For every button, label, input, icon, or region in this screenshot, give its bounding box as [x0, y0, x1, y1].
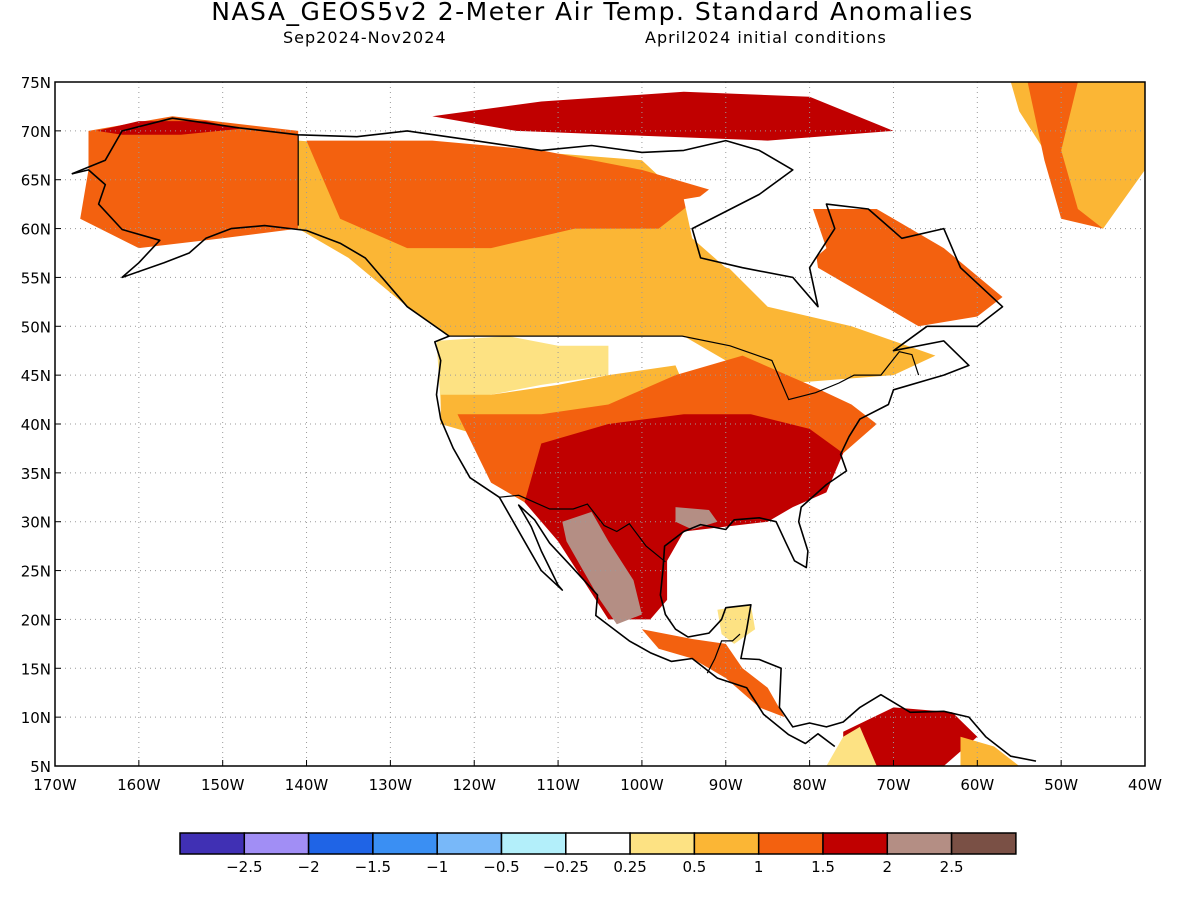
anomaly-region-8: [1027, 82, 1104, 229]
colorbar-labels: −2.5 −2 −1.5 −1 −0.5 −0.25 0.25 0.5 1 1.5 2 2.5: [226, 858, 963, 876]
anomaly-fields: [80, 82, 1145, 766]
colorbar-label: 2: [883, 858, 893, 876]
lat-label: 55N: [21, 269, 51, 287]
colorbar-swatch: [372, 832, 438, 855]
lon-label: 90W: [709, 776, 743, 794]
lat-label: 30N: [21, 514, 51, 532]
lon-label: 130W: [369, 776, 413, 794]
colorbar-label: 2.5: [940, 858, 964, 876]
lat-label: 45N: [21, 367, 51, 385]
lon-label: 60W: [960, 776, 994, 794]
lon-label: 80W: [793, 776, 827, 794]
colorbar-label: 0.25: [613, 858, 646, 876]
country-border: [706, 633, 741, 674]
anomaly-region-14: [675, 507, 718, 530]
lon-label: 40W: [1128, 776, 1162, 794]
colorbar-label: −2: [298, 858, 320, 876]
colorbar-swatch: [950, 832, 1017, 855]
lon-label: 120W: [452, 776, 496, 794]
coastlines: [71, 117, 1037, 762]
lat-label: 5N: [30, 758, 51, 776]
lat-label: 50N: [21, 318, 51, 336]
lon-label: 70W: [877, 776, 911, 794]
colorbar-swatch: [822, 832, 889, 855]
lon-label: 50W: [1044, 776, 1078, 794]
anomaly-region-19: [960, 736, 1020, 766]
colorbar-swatch: [243, 832, 310, 855]
lat-label: 70N: [21, 123, 51, 141]
colorbar-label: −0.25: [543, 858, 589, 876]
colorbar-swatch: [179, 832, 246, 855]
anomaly-region-3: [306, 140, 709, 249]
anomaly-region-4: [809, 209, 1003, 327]
anomaly-region-5: [683, 189, 827, 278]
lon-label: 150W: [201, 776, 245, 794]
lat-label: 65N: [21, 172, 51, 190]
anomaly-region-7: [1010, 82, 1145, 229]
country-border: [447, 335, 920, 401]
lat-label: 75N: [21, 74, 51, 92]
anomaly-region-13: [562, 511, 642, 625]
colorbar-label: 1.5: [811, 858, 835, 876]
anomaly-region-0: [80, 116, 299, 249]
lon-label: 170W: [33, 776, 77, 794]
lon-label: 110W: [536, 776, 580, 794]
forecast-period: Sep2024-Nov2024: [283, 28, 447, 47]
colorbar-swatch: [757, 832, 824, 855]
anomaly-region-18: [826, 726, 877, 766]
colorbar-swatch: [307, 832, 374, 855]
latitude-labels: 75N 70N 65N 60N 55N 50N 45N 40N 35N 30N 25N 20N 15N 1…: [21, 74, 51, 776]
colorbar-label: −1.5: [355, 858, 391, 876]
colorbar-swatch: [500, 832, 567, 855]
plot-frame: [54, 81, 1146, 767]
coastline-west: [71, 169, 836, 748]
colorbar-swatch: [693, 832, 760, 855]
lon-label: 160W: [117, 776, 161, 794]
longitude-labels: 170W 160W 150W 140W 130W 120W 110W 100W 90W 80W 70…: [33, 776, 1162, 794]
lat-label: 20N: [21, 611, 51, 629]
colorbar: [179, 832, 1017, 855]
lat-label: 25N: [21, 563, 51, 581]
colorbar-swatch: [565, 832, 631, 855]
map-title: NASA_GEOS5v2 2-Meter Air Temp. Standard …: [211, 0, 974, 26]
initial-conditions: April2024 initial conditions: [645, 28, 887, 47]
lat-label: 35N: [21, 465, 51, 483]
anomaly-region-9: [436, 336, 609, 405]
anomaly-region-15: [641, 629, 785, 718]
coastline-east: [71, 117, 1037, 762]
anomaly-region-17: [843, 707, 978, 766]
lat-label: 10N: [21, 709, 51, 727]
colorbar-label: −1: [426, 858, 448, 876]
anomaly-region-1: [96, 121, 240, 135]
lon-label: 140W: [285, 776, 329, 794]
colorbar-swatch: [886, 832, 953, 855]
colorbar-label: −0.5: [483, 858, 519, 876]
country-border: [498, 494, 666, 563]
colorbar-label: −2.5: [226, 858, 262, 876]
lat-label: 60N: [21, 221, 51, 239]
anomaly-region-6: [432, 91, 894, 141]
lat-label: 15N: [21, 660, 51, 678]
lon-label: 100W: [620, 776, 664, 794]
colorbar-swatch: [436, 832, 503, 855]
colorbar-label: 1: [754, 858, 764, 876]
colorbar-swatch: [629, 832, 696, 855]
lat-label: 40N: [21, 416, 51, 434]
colorbar-label: 0.5: [682, 858, 706, 876]
